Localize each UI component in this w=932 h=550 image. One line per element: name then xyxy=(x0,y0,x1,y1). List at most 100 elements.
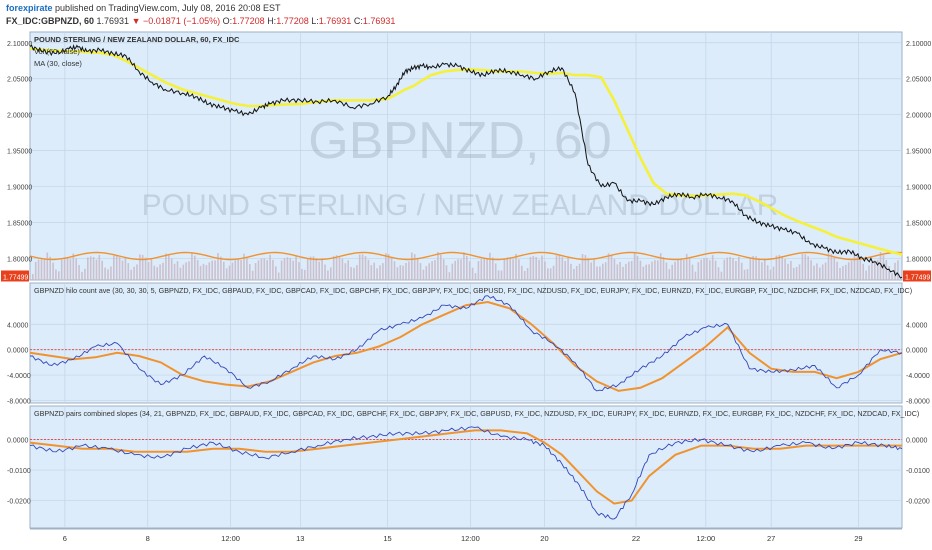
volume-bar xyxy=(518,259,520,280)
volume-bar xyxy=(32,274,34,280)
right-y-tick-label: -8.0000 xyxy=(906,398,930,405)
volume-bar xyxy=(752,256,754,280)
volume-bar xyxy=(639,260,642,280)
volume-bar xyxy=(55,269,57,280)
volume-bar xyxy=(538,259,540,280)
volume-bar xyxy=(587,257,590,280)
volume-bar xyxy=(526,268,529,280)
author-link[interactable]: forexpirate xyxy=(6,3,53,13)
volume-bar xyxy=(43,259,46,280)
down-arrow-icon: ▼ xyxy=(131,16,141,26)
legend-volume: Vol (60, false) xyxy=(34,47,80,56)
volume-bar xyxy=(720,271,723,280)
volume-bar xyxy=(486,259,488,280)
volume-bar xyxy=(208,262,211,280)
volume-bar xyxy=(549,268,552,280)
volume-bar xyxy=(463,252,465,280)
volume-bar xyxy=(671,264,673,280)
volume-bar xyxy=(544,261,546,280)
volume-bar xyxy=(619,262,621,280)
volume-bar xyxy=(500,270,503,280)
right-y-tick-label: 1.90000 xyxy=(906,185,931,192)
left-y-tick-label: 2.10000 xyxy=(7,41,32,48)
volume-bar xyxy=(205,265,208,280)
volume-bar xyxy=(625,263,627,280)
volume-bar xyxy=(315,258,318,280)
volume-bar xyxy=(477,261,480,280)
volume-bar xyxy=(547,268,549,280)
volume-bar xyxy=(286,257,289,280)
volume-bar xyxy=(136,264,138,280)
volume-bar xyxy=(523,271,526,280)
volume-bar xyxy=(162,262,164,280)
volume-bar xyxy=(69,259,72,280)
symbol-label: FX_IDC:GBPNZD, 60 xyxy=(6,16,95,26)
volume-bar xyxy=(561,257,564,280)
volume-bar xyxy=(674,261,676,280)
volume-bar xyxy=(283,258,286,280)
volume-bar xyxy=(202,263,205,280)
volume-bar xyxy=(107,269,109,280)
volume-bar xyxy=(405,263,407,280)
volume-bar xyxy=(127,263,130,280)
volume-bar xyxy=(772,266,775,280)
volume-bar xyxy=(413,254,416,280)
panel-3-indicator-line xyxy=(29,426,903,520)
volume-bar xyxy=(277,272,280,280)
volume-bar xyxy=(113,255,115,280)
volume-bar xyxy=(81,271,83,280)
volume-bar xyxy=(830,254,833,280)
volume-bar xyxy=(506,257,509,280)
panel-2-ma-line xyxy=(29,300,903,392)
panel-1-title: POUND STERLING / NEW ZEALAND DOLLAR, 60,… xyxy=(34,35,240,44)
volume-bar xyxy=(373,262,375,280)
volume-bar xyxy=(842,266,844,280)
volume-bar xyxy=(370,265,373,280)
volume-bar xyxy=(130,269,132,280)
x-tick-label: 20 xyxy=(540,534,548,543)
volume-bar xyxy=(387,254,390,280)
volume-bar xyxy=(824,262,827,280)
volume-bar xyxy=(217,253,219,280)
volume-bar xyxy=(147,262,150,280)
high-value: 1.77208 xyxy=(276,16,309,26)
volume-bar xyxy=(729,256,731,280)
volume-bar xyxy=(847,262,850,280)
left-y-tick-label: 1.95000 xyxy=(7,149,32,156)
volume-bar xyxy=(101,260,103,280)
volume-bar xyxy=(668,269,671,280)
volume-bar xyxy=(385,253,387,280)
right-y-tick-label: 0.0000 xyxy=(906,348,928,355)
volume-bar xyxy=(781,256,783,280)
volume-bar xyxy=(318,261,320,280)
left-y-tick-label: 4.0000 xyxy=(7,322,29,329)
open-value: 1.77208 xyxy=(232,16,265,26)
volume-bar xyxy=(194,255,196,280)
volume-bar xyxy=(220,256,222,280)
right-y-tick-label: 2.10000 xyxy=(906,41,931,48)
volume-bar xyxy=(376,268,378,280)
volume-bar xyxy=(338,256,341,280)
volume-bar xyxy=(251,270,254,280)
volume-bar xyxy=(425,266,428,280)
volume-bar xyxy=(622,266,624,280)
volume-bar xyxy=(243,253,245,280)
volume-bar xyxy=(159,264,161,280)
volume-bar xyxy=(84,268,86,280)
volume-bar xyxy=(350,267,352,280)
volume-bar xyxy=(761,262,763,280)
volume-bar xyxy=(691,264,694,280)
x-tick-label: 12:00 xyxy=(461,534,480,543)
publish-line: forexpirate published on TradingView.com… xyxy=(6,3,281,13)
last-price-tag-right-label: 1.77499 xyxy=(905,274,930,281)
volume-bar xyxy=(839,268,841,280)
volume-bar xyxy=(732,258,734,280)
x-tick-label: 12:00 xyxy=(221,534,240,543)
volume-bar xyxy=(764,258,766,280)
volume-bar xyxy=(558,255,561,280)
x-tick-label: 13 xyxy=(296,534,304,543)
volume-bar xyxy=(628,261,630,280)
volume-bar xyxy=(254,263,257,280)
volume-bar xyxy=(231,262,234,280)
